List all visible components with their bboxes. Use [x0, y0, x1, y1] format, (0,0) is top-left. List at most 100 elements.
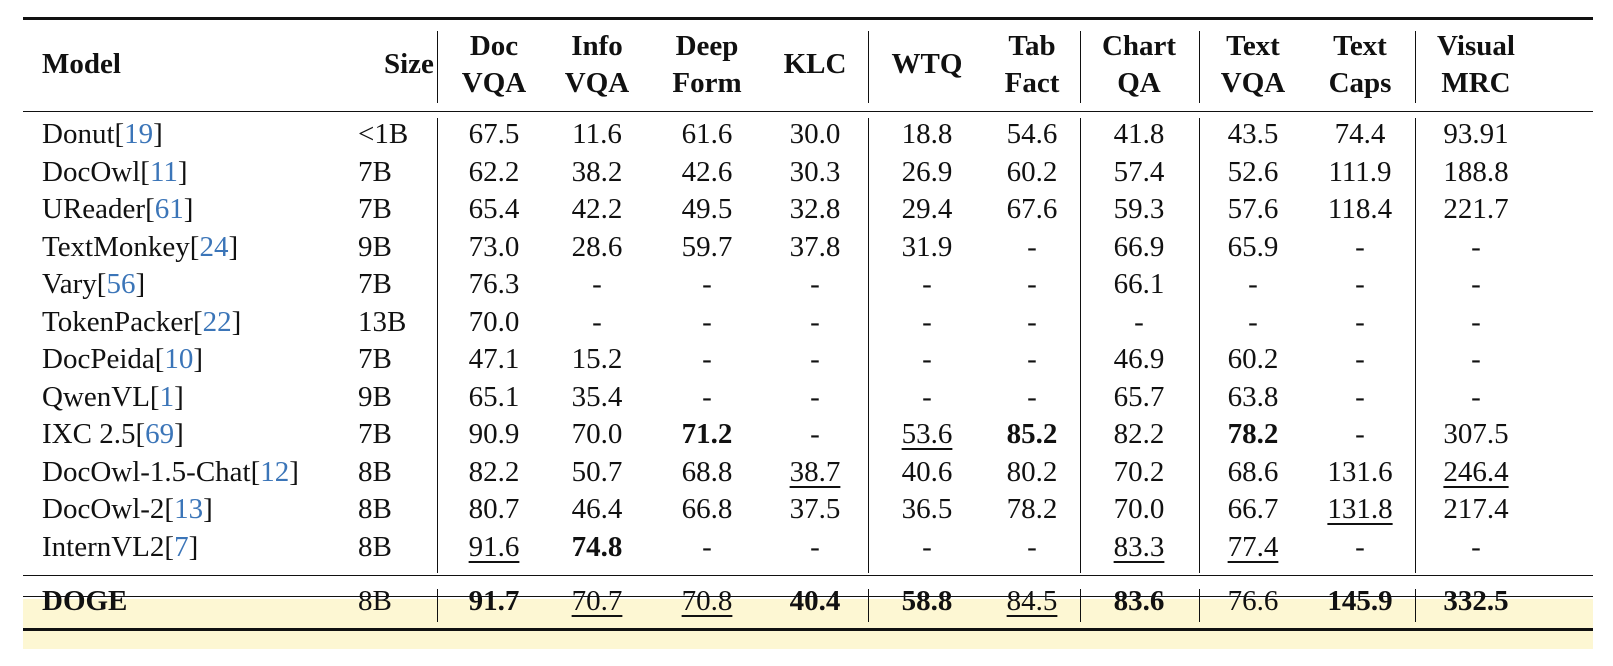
- column-separator: [1199, 31, 1201, 103]
- citation-link[interactable]: 19: [124, 118, 154, 150]
- score-cell: -: [810, 418, 820, 450]
- model-name-text: Donut: [42, 118, 115, 150]
- score-cell: 111.9: [1328, 155, 1392, 188]
- column-header: Visual MRC: [1437, 28, 1515, 102]
- citation-bracket: ]: [188, 530, 199, 563]
- score-cell: 131.8: [1327, 493, 1393, 525]
- column-header-line: Size: [384, 48, 434, 80]
- score-cell: -: [810, 530, 820, 563]
- model-name-text: QwenVL: [42, 380, 150, 413]
- model-name: InternVL2[7]: [42, 531, 198, 563]
- model-name: DOGE: [42, 585, 127, 617]
- citation-link[interactable]: 22: [202, 305, 232, 338]
- column-separator: [437, 589, 439, 622]
- column-header-line: Doc: [469, 30, 519, 62]
- citation-bracket: ]: [228, 230, 239, 263]
- model-size: 9B: [358, 380, 392, 413]
- score-cell: 70.2: [1113, 455, 1165, 488]
- bottom-rule: [23, 628, 1593, 631]
- column-header: WTQ: [892, 46, 963, 83]
- score-cell: -: [922, 268, 932, 300]
- score-cell: 40.4: [789, 585, 841, 617]
- citation-link[interactable]: 61: [154, 193, 184, 225]
- citation-link[interactable]: 12: [260, 455, 290, 488]
- score-cell: -: [702, 268, 712, 300]
- model-name: TextMonkey[24]: [42, 231, 238, 263]
- citation-link[interactable]: 56: [106, 268, 136, 300]
- score-cell: -: [1355, 343, 1365, 375]
- column-header-line: QA: [1117, 67, 1161, 99]
- score-cell: 30.3: [789, 155, 841, 188]
- score-cell: 131.6: [1327, 455, 1393, 488]
- column-header: Info VQA: [565, 28, 629, 102]
- citation-link[interactable]: 11: [149, 155, 178, 188]
- score-cell: -: [1027, 343, 1037, 375]
- score-cell: 70.7: [571, 585, 623, 617]
- score-cell: -: [592, 268, 602, 300]
- model-size: 7B: [358, 343, 392, 375]
- score-cell: 59.7: [681, 230, 733, 263]
- column-separator: [437, 31, 439, 103]
- score-cell: -: [592, 305, 602, 338]
- citation-link[interactable]: 1: [159, 380, 175, 413]
- model-name-text: DocOwl: [42, 155, 141, 188]
- score-cell: 66.8: [681, 493, 733, 525]
- score-cell: 46.4: [571, 493, 623, 525]
- score-cell: 15.2: [571, 343, 623, 375]
- column-header: Doc VQA: [462, 28, 526, 102]
- score-cell: -: [1471, 380, 1481, 413]
- column-header-line: WTQ: [891, 48, 963, 80]
- score-cell: 74.4: [1334, 118, 1386, 150]
- citation-link[interactable]: 24: [199, 230, 229, 263]
- citation-link[interactable]: 69: [145, 418, 175, 450]
- final-top-rule: [23, 596, 1593, 598]
- score-cell: -: [702, 380, 712, 413]
- model-name-text: TextMonkey: [42, 230, 190, 263]
- score-cell: 65.1: [468, 380, 520, 413]
- column-separator: [1080, 31, 1082, 103]
- citation-link[interactable]: 13: [174, 493, 204, 525]
- score-cell: 70.0: [468, 305, 520, 338]
- score-cell: -: [810, 343, 820, 375]
- score-cell: 42.6: [681, 155, 733, 188]
- score-cell: -: [1471, 230, 1481, 263]
- column-header-line: Info: [571, 30, 623, 62]
- model-name: DocOwl-1.5-Chat[12]: [42, 456, 299, 488]
- model-size: 9B: [358, 230, 392, 263]
- score-cell: 60.2: [1227, 343, 1279, 375]
- score-cell: -: [1027, 305, 1037, 338]
- column-header: Size: [384, 46, 434, 83]
- score-cell: -: [1248, 305, 1258, 338]
- column-header-line: VQA: [564, 67, 630, 99]
- score-cell: 37.5: [789, 493, 841, 525]
- model-name-text: InternVL2: [42, 530, 165, 563]
- score-cell: 65.4: [468, 193, 520, 225]
- score-cell: 82.2: [1113, 418, 1165, 450]
- score-cell: 66.1: [1113, 268, 1165, 300]
- score-cell: 332.5: [1443, 585, 1509, 617]
- score-cell: -: [810, 305, 820, 338]
- score-cell: 307.5: [1443, 418, 1509, 450]
- mid-rule: [23, 575, 1593, 577]
- citation-bracket: ]: [183, 193, 194, 225]
- score-cell: 37.8: [789, 230, 841, 263]
- column-header-line: Caps: [1328, 67, 1392, 99]
- model-name: Donut[19]: [42, 118, 163, 150]
- score-cell: 145.9: [1327, 585, 1393, 617]
- column-header-line: Fact: [1004, 67, 1060, 99]
- score-cell: -: [1248, 268, 1258, 300]
- score-cell: -: [702, 343, 712, 375]
- column-header-line: Model: [42, 48, 121, 80]
- score-cell: 90.9: [468, 418, 520, 450]
- citation-link[interactable]: 7: [174, 530, 189, 563]
- score-cell: 91.6: [468, 530, 520, 563]
- score-cell: 70.0: [571, 418, 623, 450]
- citation-link[interactable]: 10: [164, 343, 194, 375]
- column-separator: [437, 118, 439, 573]
- score-cell: -: [702, 305, 712, 338]
- score-cell: 82.2: [468, 455, 520, 488]
- citation-bracket: ]: [177, 155, 188, 188]
- score-cell: 68.6: [1227, 455, 1279, 488]
- model-name-text: UReader: [42, 193, 146, 225]
- doge-row-highlight: [23, 599, 1593, 649]
